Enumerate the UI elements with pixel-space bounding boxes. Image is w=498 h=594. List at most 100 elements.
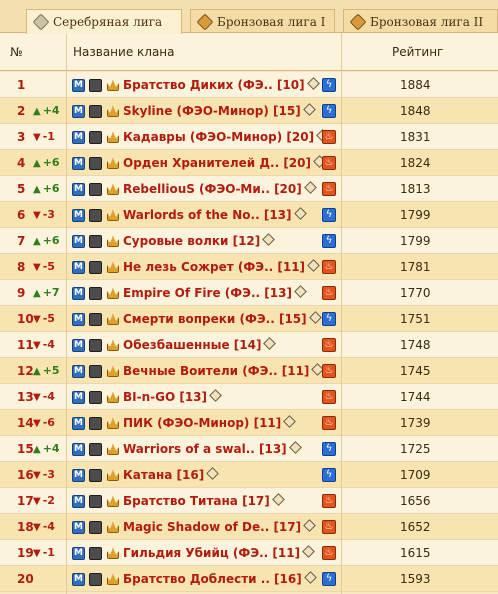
rank-number: 7 bbox=[17, 234, 26, 248]
clan-name-link[interactable]: Братство Доблести .. [16] bbox=[123, 566, 317, 592]
table-row[interactable]: 17 ▼ -2 M Братство Титана [17] ♨ 1656 bbox=[0, 488, 498, 514]
clan-name-link[interactable]: Обезбашенные [14] bbox=[123, 332, 277, 358]
clan-info-icon[interactable] bbox=[294, 285, 307, 298]
clan-info-icon[interactable] bbox=[262, 233, 276, 246]
table-row[interactable]: 10 ▼ -5 M Смерти вопреки (ФЭ.. [15] ϟ 1751 bbox=[0, 306, 498, 332]
clan-info-icon[interactable] bbox=[303, 181, 317, 194]
clan-name-link[interactable]: Катана [16] bbox=[123, 462, 220, 488]
clan-mail-icon[interactable]: M bbox=[72, 547, 85, 560]
clan-mail-icon[interactable]: M bbox=[72, 235, 85, 248]
clan-name-link[interactable]: Орден Хранителей Д.. [20] bbox=[123, 150, 326, 176]
table-row[interactable]: 20 M Братство Доблести .. [16] ϟ 1593 bbox=[0, 566, 498, 592]
clan-mail-icon[interactable]: M bbox=[72, 287, 85, 300]
clan-name: Братство Титана [17] bbox=[123, 494, 270, 508]
table-row[interactable]: 8 ▼ -5 M Не лезь Сожрет (ФЭ.. [11] ♨ 1781 bbox=[0, 254, 498, 280]
rank-change: ▲ +4 bbox=[33, 436, 60, 463]
clan-name-link[interactable]: Братство Диких (ФЭ.. [10] bbox=[123, 72, 320, 98]
clan-mail-icon[interactable]: M bbox=[72, 105, 85, 118]
clan-info-icon[interactable] bbox=[206, 467, 220, 480]
clan-name-link[interactable]: Суровые волки [12] bbox=[123, 228, 276, 254]
clan-name-link[interactable]: Skyline (ФЭО-Минор) [15] bbox=[123, 98, 316, 124]
clan-mail-icon[interactable]: M bbox=[72, 209, 85, 222]
table-row[interactable]: 19 ▼ -1 M Гильдия Убийц (ФЭ.. [11] ♨ 1615 bbox=[0, 540, 498, 566]
clan-info-icon[interactable] bbox=[288, 441, 302, 454]
rank-change-value: +5 bbox=[42, 364, 60, 377]
table-row[interactable]: 12 ▲ +5 M Вечные Воители (ФЭ.. [11] ♨ 1745 bbox=[0, 358, 498, 384]
table-row[interactable]: 18 ▼ -4 M Magic Shadow of De.. [17] ♨ 1652 bbox=[0, 514, 498, 540]
tab-bronze-league-2[interactable]: Бронзовая лига II bbox=[343, 9, 498, 33]
clan-name-link[interactable]: Magic Shadow of De.. [17] bbox=[123, 514, 316, 540]
tab-bronze-league-1[interactable]: Бронзовая лига I bbox=[190, 9, 335, 33]
clan-name-link[interactable]: Вечные Воители (ФЭ.. [11] bbox=[123, 358, 325, 384]
clan-mail-icon[interactable]: M bbox=[72, 495, 85, 508]
clan-mail-icon[interactable]: M bbox=[72, 573, 85, 586]
clan-info-icon[interactable] bbox=[303, 519, 316, 532]
arrow-down-icon: ▼ bbox=[33, 522, 41, 533]
clan-name-link[interactable]: Не лезь Сожрет (ФЭ.. [11] bbox=[123, 254, 320, 280]
clan-mail-icon[interactable]: M bbox=[72, 339, 85, 352]
rank-change-value: -5 bbox=[42, 260, 55, 273]
clan-info-icon[interactable] bbox=[209, 389, 222, 402]
table-row[interactable]: 5 ▲ +6 M RebelliouS (ФЭО-Ми.. [20] ♨ 1813 bbox=[0, 176, 498, 202]
rank-change-value: -6 bbox=[42, 416, 55, 429]
table-row[interactable]: 14 ▼ -6 M ПИК (ФЭО-Минор) [11] ♨ 1739 bbox=[0, 410, 498, 436]
clan-name-link[interactable]: Гильдия Убийц (ФЭ.. [11] bbox=[123, 540, 315, 566]
clan-emblem-icon bbox=[89, 157, 102, 170]
clan-name-link[interactable]: Empire Of Fire (ФЭ.. [13] bbox=[123, 280, 307, 306]
clan-mail-icon[interactable]: M bbox=[72, 261, 85, 274]
rating-value: 1744 bbox=[400, 390, 431, 404]
clan-mail-icon[interactable]: M bbox=[72, 313, 85, 326]
table-row[interactable]: 6 ▼ -3 M Warlords of the No.. [13] ϟ 1799 bbox=[0, 202, 498, 228]
rating-value: 1770 bbox=[400, 286, 431, 300]
element-glyph: ♨ bbox=[324, 131, 334, 142]
table-row[interactable]: 15 ▲ +4 M Warriors of a swal.. [13] ϟ 1725 bbox=[0, 436, 498, 462]
clan-info-icon[interactable] bbox=[283, 415, 297, 428]
clan-info-icon[interactable] bbox=[303, 571, 317, 584]
crown-icon bbox=[107, 392, 119, 403]
clan-name-link[interactable]: Warlords of the No.. [13] bbox=[123, 202, 307, 228]
clan-mail-icon[interactable]: M bbox=[72, 469, 85, 482]
clan-name-link[interactable]: Кадавры (ФЭО-Минор) [20] bbox=[123, 124, 329, 150]
clan-mail-icon[interactable]: M bbox=[72, 131, 85, 144]
table-row[interactable]: 11 ▼ -4 M Обезбашенные [14] ♨ 1748 bbox=[0, 332, 498, 358]
table-row[interactable]: 13 ▼ -4 M BI-n-GO [13] ♨ 1744 bbox=[0, 384, 498, 410]
clan-name-link[interactable]: BI-n-GO [13] bbox=[123, 384, 222, 410]
clan-emblem-icon bbox=[89, 547, 102, 560]
element-glyph: ϟ bbox=[325, 313, 333, 324]
bronze-league-icon bbox=[196, 13, 214, 30]
clan-info-icon[interactable] bbox=[302, 103, 316, 116]
tab-silver-league[interactable]: Серебряная лига bbox=[26, 9, 182, 34]
clan-info-icon[interactable] bbox=[302, 545, 315, 558]
clan-name-link[interactable]: Warriors of a swal.. [13] bbox=[123, 436, 302, 462]
rank-number: 6 bbox=[17, 208, 26, 222]
clan-name-link[interactable]: RebelliouS (ФЭО-Ми.. [20] bbox=[123, 176, 317, 202]
clan-mail-icon[interactable]: M bbox=[72, 417, 85, 430]
clan-mail-icon[interactable]: M bbox=[72, 183, 85, 196]
clan-mail-icon[interactable]: M bbox=[72, 365, 85, 378]
clan-name-link[interactable]: Братство Титана [17] bbox=[123, 488, 285, 514]
clan-mail-icon[interactable]: M bbox=[72, 521, 85, 534]
clan-mail-icon[interactable]: M bbox=[72, 391, 85, 404]
clan-mail-icon[interactable]: M bbox=[72, 443, 85, 456]
table-row[interactable]: 1 M Братство Диких (ФЭ.. [10] ϟ 1884 bbox=[0, 72, 498, 98]
clan-info-icon[interactable] bbox=[307, 259, 320, 272]
clan-info-icon[interactable] bbox=[308, 311, 322, 324]
table-row[interactable]: 4 ▲ +6 M Орден Хранителей Д.. [20] ♨ 1824 bbox=[0, 150, 498, 176]
clan-info-icon[interactable] bbox=[271, 493, 285, 506]
clan-name-link[interactable]: ПИК (ФЭО-Минор) [11] bbox=[123, 410, 297, 436]
table-row[interactable]: 9 ▲ +7 M Empire Of Fire (ФЭ.. [13] ♨ 1770 bbox=[0, 280, 498, 306]
clan-name-link[interactable]: Смерти вопреки (ФЭ.. [15] bbox=[123, 306, 322, 332]
column-header-number: № bbox=[10, 45, 23, 59]
rank-number: 10 bbox=[17, 312, 34, 326]
table-row[interactable]: 3 ▼ -1 M Кадавры (ФЭО-Минор) [20] ♨ 1831 bbox=[0, 124, 498, 150]
clan-info-icon[interactable] bbox=[306, 77, 320, 90]
arrow-down-icon: ▼ bbox=[33, 470, 41, 481]
table-row[interactable]: 2 ▲ +4 M Skyline (ФЭО-Минор) [15] ϟ 1848 bbox=[0, 98, 498, 124]
clan-emblem-icon bbox=[89, 261, 102, 274]
clan-mail-icon[interactable]: M bbox=[72, 79, 85, 92]
clan-mail-icon[interactable]: M bbox=[72, 157, 85, 170]
table-row[interactable]: 7 ▲ +6 M Суровые волки [12] ϟ 1799 bbox=[0, 228, 498, 254]
table-row[interactable]: 16 ▼ -3 M Катана [16] ϟ 1709 bbox=[0, 462, 498, 488]
clan-info-icon[interactable] bbox=[263, 337, 277, 350]
clan-info-icon[interactable] bbox=[293, 207, 307, 220]
